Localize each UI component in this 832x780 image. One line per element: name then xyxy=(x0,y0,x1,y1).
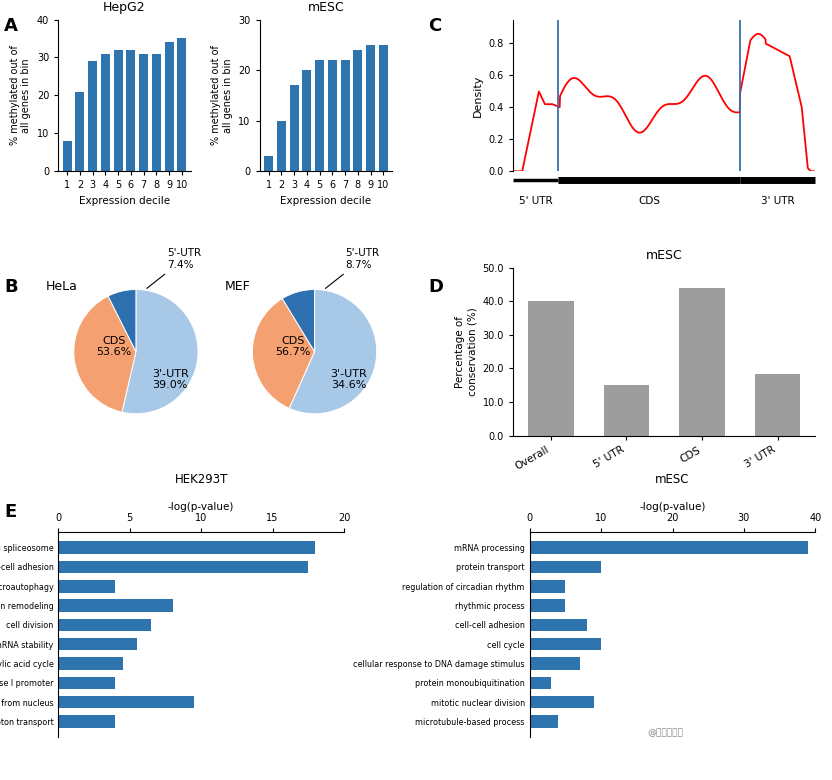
Text: 5'-UTR
8.7%: 5'-UTR 8.7% xyxy=(325,248,379,289)
X-axis label: -log(p-value): -log(p-value) xyxy=(639,502,706,512)
Bar xyxy=(151,54,161,172)
Bar xyxy=(177,38,186,172)
Bar xyxy=(680,288,725,436)
Title: mESC: mESC xyxy=(656,473,690,486)
Bar xyxy=(58,638,136,651)
Title: mESC: mESC xyxy=(308,1,344,14)
Text: D: D xyxy=(428,278,443,296)
Text: B: B xyxy=(4,278,17,296)
Bar xyxy=(76,91,85,172)
Text: A: A xyxy=(4,17,18,35)
Wedge shape xyxy=(74,296,136,412)
Bar xyxy=(264,156,273,172)
Text: 3'-UTR
39.0%: 3'-UTR 39.0% xyxy=(151,369,189,391)
Bar xyxy=(58,676,116,690)
Bar xyxy=(354,50,363,172)
Text: @易基因科技: @易基因科技 xyxy=(647,728,684,737)
Bar xyxy=(604,385,649,436)
Bar xyxy=(58,541,315,554)
Bar xyxy=(58,696,194,708)
Bar xyxy=(755,374,800,436)
Bar xyxy=(302,70,311,172)
Bar xyxy=(290,85,299,172)
Text: CDS: CDS xyxy=(638,196,660,206)
Bar xyxy=(530,580,566,593)
Bar xyxy=(340,60,349,172)
Bar xyxy=(165,42,174,172)
Text: HeLa: HeLa xyxy=(46,280,77,293)
Y-axis label: Density: Density xyxy=(473,74,483,116)
Title: HEK293T: HEK293T xyxy=(175,473,228,486)
Bar xyxy=(101,54,110,172)
Title: HepG2: HepG2 xyxy=(103,1,146,14)
Text: CDS
53.6%: CDS 53.6% xyxy=(97,336,131,357)
Bar xyxy=(530,638,601,651)
Wedge shape xyxy=(282,289,314,352)
Bar xyxy=(366,44,375,172)
Y-axis label: % methylated out of
all genes in bin: % methylated out of all genes in bin xyxy=(10,45,32,145)
Bar xyxy=(530,599,566,612)
Text: 5' UTR: 5' UTR xyxy=(519,196,552,206)
Bar xyxy=(530,658,580,670)
Wedge shape xyxy=(290,289,377,413)
Bar xyxy=(530,676,551,690)
Text: E: E xyxy=(4,503,17,521)
Text: 3' UTR: 3' UTR xyxy=(760,196,795,206)
Y-axis label: % methylated out of
all genes in bin: % methylated out of all genes in bin xyxy=(211,45,233,145)
Bar xyxy=(58,658,122,670)
Y-axis label: Percentage of
conservation (%): Percentage of conservation (%) xyxy=(455,307,477,396)
Text: MEF: MEF xyxy=(225,280,250,293)
Bar xyxy=(58,580,116,593)
Text: C: C xyxy=(428,17,442,35)
Bar xyxy=(139,54,148,172)
Bar xyxy=(62,141,72,172)
Bar xyxy=(315,60,324,172)
Bar xyxy=(530,619,587,631)
Bar xyxy=(58,715,116,728)
Bar xyxy=(528,301,573,436)
X-axis label: Expression decile: Expression decile xyxy=(280,196,372,206)
Bar xyxy=(58,599,172,612)
Bar xyxy=(530,715,558,728)
X-axis label: Expression decile: Expression decile xyxy=(79,196,170,206)
X-axis label: -log(p-value): -log(p-value) xyxy=(168,502,235,512)
Bar xyxy=(126,50,136,172)
Title: mESC: mESC xyxy=(646,249,682,262)
Wedge shape xyxy=(122,289,198,413)
Bar xyxy=(530,561,601,573)
Bar xyxy=(277,121,286,172)
Bar xyxy=(113,50,123,172)
Bar xyxy=(88,62,97,172)
Bar xyxy=(530,541,808,554)
Bar xyxy=(530,696,594,708)
Text: 5'-UTR
7.4%: 5'-UTR 7.4% xyxy=(146,248,201,289)
Bar xyxy=(58,619,151,631)
Bar xyxy=(328,60,337,172)
Bar xyxy=(58,561,308,573)
Text: CDS
56.7%: CDS 56.7% xyxy=(275,336,310,357)
Bar xyxy=(379,44,388,172)
Wedge shape xyxy=(252,299,314,409)
Text: 3'-UTR
34.6%: 3'-UTR 34.6% xyxy=(330,369,367,391)
Wedge shape xyxy=(108,289,136,352)
